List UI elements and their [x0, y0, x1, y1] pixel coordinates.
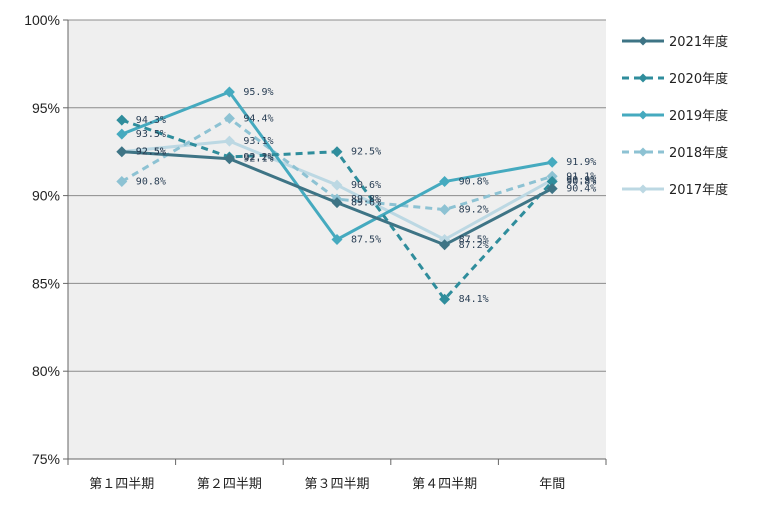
y-tick-label: 80%: [32, 363, 60, 379]
data-label: 94.4%: [243, 113, 273, 124]
data-label: 91.9%: [566, 157, 596, 168]
data-label: 87.5%: [351, 235, 381, 246]
x-tick-label: 第３四半期: [304, 477, 369, 492]
legend-label: 2019年度: [669, 108, 728, 124]
data-label: 91.1%: [566, 171, 596, 182]
y-tick-label: 100%: [24, 12, 60, 28]
legend-label: 2020年度: [669, 71, 728, 87]
data-label: 90.8%: [459, 177, 489, 188]
x-axis: 第１四半期 第２四半期 第３四半期 第４四半期 年間: [67, 458, 607, 492]
data-label: 87.2%: [459, 240, 489, 251]
data-point: [331, 146, 343, 158]
x-tick-label: 第１四半期: [89, 477, 154, 492]
data-point: [116, 128, 128, 140]
data-label: 90.8%: [136, 177, 166, 188]
data-label: 89.8%: [351, 194, 381, 205]
legend: 2021年度 2020年度 2019年度 2018年度 2017年度: [622, 34, 728, 198]
series-lines: [116, 86, 558, 305]
legend-label: 2021年度: [669, 34, 728, 50]
data-label: 92.5%: [136, 147, 166, 158]
y-axis: 75% 80% 85% 90% 95% 100%: [24, 12, 69, 467]
data-label: 92.1%: [243, 154, 273, 165]
data-label: 95.9%: [243, 87, 273, 98]
data-point: [116, 114, 128, 126]
data-label: 87.5%: [459, 235, 489, 246]
legend-label: 2017年度: [669, 182, 728, 198]
legend-label: 2018年度: [669, 145, 728, 161]
data-point: [331, 179, 343, 191]
data-label: 90.6%: [351, 180, 381, 191]
data-point: [223, 112, 235, 124]
data-point: [546, 183, 558, 195]
legend-swatch-marker: [638, 110, 648, 120]
data-label: 90.8%: [566, 177, 596, 188]
data-point: [546, 176, 558, 188]
legend-swatch-marker: [638, 147, 648, 157]
data-label: 93.5%: [136, 129, 166, 140]
legend-swatch-marker: [638, 36, 648, 46]
data-label: 92.2%: [243, 152, 273, 163]
legend-swatch-marker: [638, 73, 648, 83]
y-tick-label: 75%: [32, 451, 60, 467]
data-point: [331, 197, 343, 209]
data-label: 90.9%: [566, 175, 596, 186]
data-point: [223, 86, 235, 98]
data-point: [439, 239, 451, 251]
data-point: [116, 146, 128, 158]
data-point: [439, 293, 451, 305]
data-point: [331, 234, 343, 245]
legend-swatch-marker: [638, 184, 648, 194]
data-point: [116, 176, 128, 188]
data-labels: 92.5% 92.1% 89.6% 87.2% 90.4% 94.3% 92.2% 92.5%…: [136, 87, 597, 305]
data-point: [223, 153, 235, 165]
data-label: 90.4%: [566, 184, 596, 195]
data-label: 89.2%: [459, 205, 489, 216]
y-tick-label: 95%: [32, 100, 60, 116]
data-label: 92.5%: [351, 147, 381, 158]
data-point: [546, 156, 558, 168]
data-label: 93.1%: [243, 136, 273, 147]
x-tick-label: 第４四半期: [412, 477, 477, 492]
x-tick-label: 年間: [539, 477, 565, 492]
data-label: 94.3%: [136, 115, 166, 126]
data-point: [223, 135, 235, 147]
data-point: [439, 176, 451, 188]
data-label: 89.6%: [351, 198, 381, 209]
data-label: 92.5%: [136, 147, 166, 158]
data-label: 84.1%: [459, 294, 489, 305]
data-point: [439, 204, 451, 216]
y-tick-label: 85%: [32, 275, 60, 291]
y-tick-label: 90%: [32, 188, 60, 204]
x-tick-label: 第２四半期: [197, 477, 262, 492]
